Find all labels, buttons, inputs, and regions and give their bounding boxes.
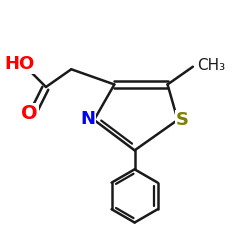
Text: CH₃: CH₃: [197, 58, 225, 73]
Text: HO: HO: [4, 55, 34, 73]
Text: O: O: [21, 104, 38, 123]
Text: N: N: [80, 110, 95, 128]
Text: S: S: [176, 111, 189, 129]
